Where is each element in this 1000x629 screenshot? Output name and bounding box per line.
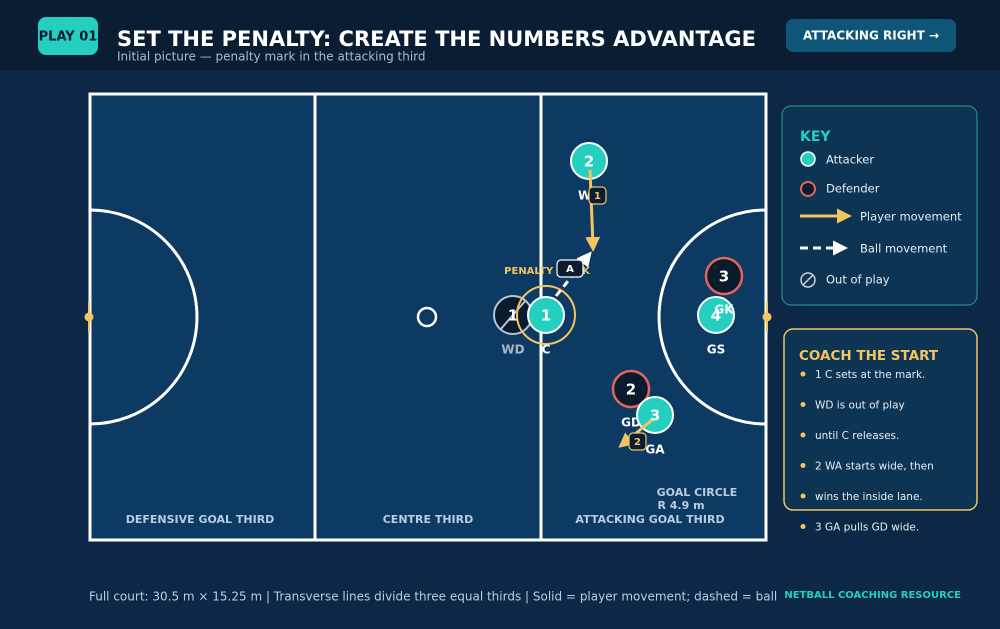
key-item: Player movement — [860, 210, 962, 224]
key-item: Ball movement — [860, 242, 948, 256]
player-label: GS — [707, 343, 726, 357]
footer-credit: NETBALL COACHING RESOURCE — [784, 590, 961, 601]
coach-panel — [783, 328, 978, 511]
defender — [704, 256, 744, 296]
coach-item: 3 GA pulls GD wide. — [815, 522, 919, 534]
badge-text: PLAY 01 — [39, 30, 98, 45]
player-label: GD — [621, 416, 641, 430]
key-symbol — [800, 151, 816, 167]
key-item: Out of play — [826, 273, 890, 287]
key-symbol — [800, 272, 816, 288]
penalty-ring — [516, 285, 576, 345]
footer-note: Full court: 30.5 m × 15.25 m | Transvers… — [89, 590, 777, 604]
penalty-mark-label: PENALTY MARK — [504, 266, 591, 277]
key-panel — [781, 105, 978, 306]
goal-post — [762, 312, 772, 322]
coach-item: 1 C sets at the mark. — [815, 369, 925, 381]
player-number: 1 — [541, 307, 551, 325]
attacker — [527, 296, 565, 334]
defender — [611, 369, 651, 409]
bullet — [800, 524, 806, 529]
direction-button[interactable] — [786, 19, 956, 52]
tag — [628, 432, 647, 451]
goal-circle — [657, 208, 767, 426]
bullet — [800, 371, 806, 377]
court — [88, 92, 768, 542]
coach-title: COACH THE START — [799, 348, 939, 364]
key-symbol — [800, 181, 816, 197]
play-badge — [38, 17, 98, 55]
centre-circle — [416, 306, 438, 328]
player-number: 3 — [719, 268, 729, 286]
key-title: KEY — [800, 129, 831, 145]
player-movement — [618, 418, 653, 448]
coach-item: WD is out of play — [815, 400, 905, 412]
subtitle: Initial picture — penalty mark in the at… — [117, 50, 426, 64]
goal-circle-label: GOAL CIRCLE — [657, 486, 738, 499]
player-number: 3 — [650, 407, 660, 425]
third-label: DEFENSIVE GOAL THIRD — [126, 513, 275, 526]
goal-post — [84, 312, 94, 322]
player-movement — [585, 169, 601, 252]
player-label: C — [542, 343, 551, 357]
direction-text: ATTACKING RIGHT → — [803, 29, 939, 43]
third-label: CENTRE THIRD — [383, 513, 474, 526]
bullet — [800, 432, 806, 438]
player-number: 1 — [508, 307, 518, 325]
key-item: Defender — [826, 182, 880, 196]
tag — [588, 186, 607, 205]
movement-tag: 2 — [634, 437, 641, 448]
player-label: GA — [645, 443, 665, 457]
coach-item: 2 WA starts wide, then — [815, 461, 934, 473]
bullet — [800, 463, 806, 468]
goal-circle — [89, 208, 199, 426]
title: SET THE PENALTY: CREATE THE NUMBERS ADVA… — [117, 27, 756, 51]
player-label: WD — [501, 343, 524, 357]
bullet — [800, 493, 806, 499]
coach-item: until C releases. — [815, 430, 899, 442]
coach-item: wins the inside lane. — [815, 491, 923, 503]
player-number: 2 — [626, 381, 636, 399]
player-number: 4 — [711, 307, 721, 325]
movement-tag: 1 — [594, 191, 601, 202]
ball-tag: A — [566, 264, 574, 275]
tag — [556, 259, 584, 278]
key-symbol — [802, 274, 814, 286]
goal-circle-label: R 4.9 m — [657, 499, 704, 512]
key-item: Attacker — [826, 153, 874, 167]
bullet — [800, 402, 806, 407]
out-of-play-slash — [499, 299, 527, 331]
player-number: 2 — [584, 153, 594, 171]
attacker — [697, 296, 735, 334]
third-label: ATTACKING GOAL THIRD — [575, 513, 724, 526]
player-label: GK — [714, 303, 734, 317]
